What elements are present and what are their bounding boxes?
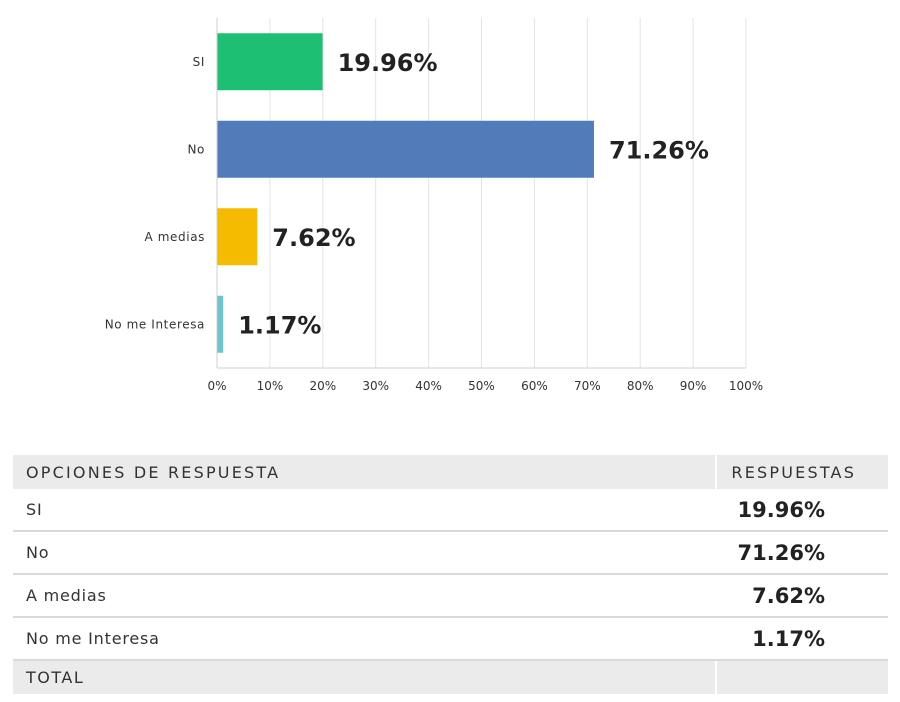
row-value: 71.26% [737,540,825,565]
header-options: OPCIONES DE RESPUESTA [26,462,281,482]
row-value: 19.96% [737,497,825,522]
x-tick-label: 90% [680,379,707,393]
x-tick-label: 0% [207,379,226,393]
x-tick-label: 20% [309,379,336,393]
x-tick-label: 60% [521,379,548,393]
chart-bars [217,33,594,353]
chart-labels: 0% 10% 20% 30% 40% 50% 60% 70% 80% 90% 100% SI 19.96… [105,49,763,393]
category-label: A medias [145,230,205,244]
bar [217,120,594,178]
responses-table: OPCIONES DE RESPUESTA RESPUESTAS SI 19.9… [13,455,888,694]
row-option: No me Interesa [26,629,160,648]
row-option: A medias [26,586,107,605]
x-tick-label: 80% [627,379,654,393]
header-responses: RESPUESTAS [715,455,888,489]
value-label: 1.17% [238,311,321,339]
x-tick-label: 100% [729,379,763,393]
row-option: No [26,543,50,562]
value-label: 7.62% [272,224,355,252]
bar-chart: 0% 10% 20% 30% 40% 50% 60% 70% 80% 90% 100% SI 19.96… [105,18,763,393]
category-label: No me Interesa [105,317,205,331]
x-tick-label: 70% [574,379,601,393]
value-label: 19.96% [338,49,438,77]
value-label: 71.26% [609,136,709,164]
table-row: No 71.26% [13,532,888,575]
x-tick-label: 40% [415,379,442,393]
total-value [714,661,888,694]
table-row: No me Interesa 1.17% [13,618,888,661]
total-label: TOTAL [26,668,85,687]
row-value: 1.17% [752,626,825,651]
category-label: SI [193,55,205,69]
table-header-row: OPCIONES DE RESPUESTA RESPUESTAS [13,455,888,489]
x-tick-label: 50% [468,379,495,393]
category-label: No [187,142,205,156]
row-value: 7.62% [752,583,825,608]
table-row: A medias 7.62% [13,575,888,618]
bar [217,295,224,353]
table-row: SI 19.96% [13,489,888,532]
bar [217,208,258,266]
chart-gridlines [269,18,747,368]
x-tick-label: 30% [362,379,389,393]
x-tick-label: 10% [257,379,284,393]
row-option: SI [26,500,43,519]
bar [217,33,323,91]
table-total-row: TOTAL [13,661,888,694]
